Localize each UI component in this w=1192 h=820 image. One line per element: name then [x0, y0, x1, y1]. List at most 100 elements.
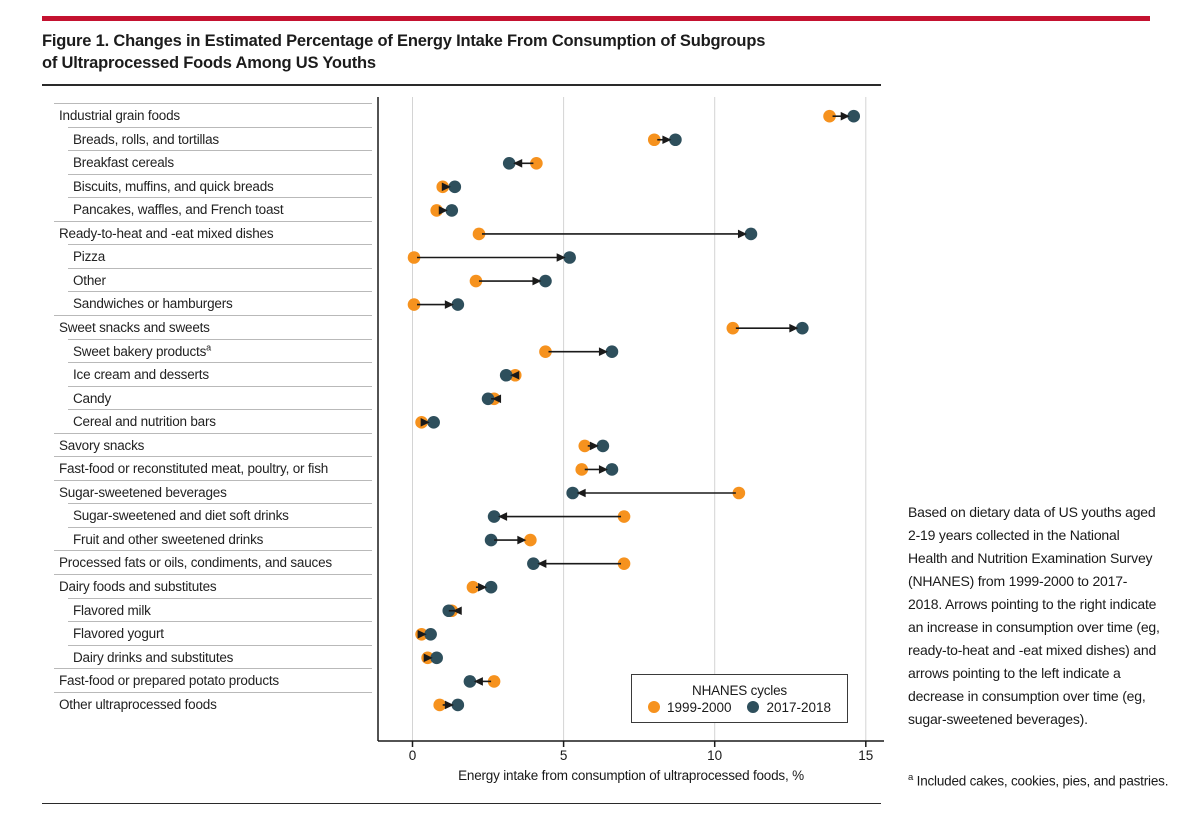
dot-1999: [647, 133, 661, 147]
category-label-row: Breads, rolls, and tortillas: [68, 126, 372, 151]
x-tick-label: 5: [559, 748, 568, 763]
category-label-row: Flavored milk: [68, 597, 372, 622]
dot-2017: [463, 675, 477, 688]
dot-1999: [539, 345, 552, 359]
category-label-row: Breakfast cereals: [68, 150, 372, 174]
legend-dot-2017-icon: [747, 701, 760, 713]
x-tick-label: 0: [408, 748, 417, 763]
dot-1999: [617, 557, 631, 570]
figure-title-line1: Figure 1. Changes in Estimated Percentag…: [42, 32, 766, 50]
change-arrow-head: [444, 300, 454, 309]
dot-2017: [451, 298, 465, 311]
dot-2017: [487, 510, 501, 523]
change-arrow-head: [737, 229, 747, 239]
change-arrow-head: [598, 347, 608, 356]
figure-footnote: a Included cakes, cookies, pies, and pas…: [908, 766, 1170, 793]
legend-label-2017: 2017-2018: [766, 699, 832, 715]
dot-1999: [617, 510, 631, 523]
dot-1999: [524, 533, 537, 547]
change-arrow-head: [537, 559, 547, 568]
change-arrow-head: [576, 488, 586, 498]
dot-2017: [484, 533, 498, 547]
change-arrow-head: [789, 323, 799, 333]
dot-2017: [847, 109, 861, 123]
dot-1999: [472, 227, 486, 241]
category-label-row: Cereal and nutrition bars: [68, 409, 372, 433]
x-tick-label: 10: [707, 748, 723, 763]
category-label-row: Fast-food or reconstituted meat, poultry…: [54, 456, 372, 480]
legend-item-2017: 2017-2018: [747, 700, 831, 715]
dot-2017: [430, 651, 443, 665]
dot-1999: [407, 298, 421, 311]
category-label-row: Fruit and other sweetened drinks: [68, 526, 372, 551]
category-label-row: Sandwiches or hamburgers: [68, 291, 372, 315]
change-arrow-head: [510, 370, 520, 380]
change-arrow-head: [662, 135, 672, 145]
dot-2017: [481, 392, 495, 406]
dot-1999: [466, 580, 480, 594]
dot-2017: [451, 698, 465, 712]
dot-1999: [407, 251, 421, 264]
header-accent-bar: [42, 16, 1150, 21]
category-label-row: Sugar-sweetened beverages: [54, 479, 372, 504]
dot-2017: [427, 416, 440, 429]
dot-1999: [530, 157, 543, 170]
dot-1999: [578, 439, 592, 453]
legend-dot-1999-icon: [647, 701, 660, 713]
dot-1999: [732, 486, 746, 500]
category-label-row: Flavored yogurt: [68, 621, 372, 645]
change-arrow-head: [438, 206, 448, 215]
dot-1999: [469, 274, 483, 288]
dot-2017: [484, 580, 498, 594]
change-arrow-head: [513, 159, 523, 168]
dot-1999: [487, 675, 501, 688]
change-arrow-head: [452, 606, 462, 616]
change-arrow-head: [417, 630, 427, 639]
change-arrow-head: [589, 441, 599, 451]
change-arrow-head: [532, 276, 542, 286]
dot-1999: [726, 321, 740, 335]
change-arrow-head: [441, 182, 451, 192]
footnote-marker: a: [908, 772, 914, 783]
figure-title-line2: of Ultraprocessed Foods Among US Youths: [42, 54, 376, 72]
change-arrow-head: [556, 253, 566, 262]
change-arrow-head: [492, 394, 502, 404]
dot-2017: [669, 133, 682, 147]
category-label-row: Sweet snacks and sweets: [54, 314, 372, 339]
dot-2017: [563, 251, 576, 264]
category-label-row: Processed fats or oils, condiments, and …: [54, 550, 372, 574]
category-label-row: Sweet bakery productsa: [68, 338, 372, 363]
category-label-row: Ready-to-heat and -eat mixed dishes: [54, 220, 372, 245]
dot-2017: [424, 628, 437, 641]
legend-label-1999: 1999-2000: [666, 699, 732, 715]
title-divider-rule: [42, 84, 881, 86]
legend-title: NHANES cycles: [692, 682, 787, 698]
dot-2017: [499, 368, 513, 382]
change-arrow-head: [598, 465, 608, 474]
category-label-row: Candy: [68, 385, 372, 410]
change-arrow-head: [517, 535, 527, 545]
dot-2017: [527, 557, 540, 570]
dot-1999: [575, 463, 589, 476]
dot-2017: [445, 204, 459, 217]
dot-2017: [566, 486, 579, 500]
dot-2017: [744, 227, 758, 241]
dot-1999: [433, 698, 446, 712]
category-label-row: Biscuits, muffins, and quick breads: [68, 173, 372, 198]
bottom-divider-rule: [42, 803, 881, 804]
category-label-row: Industrial grain foods: [54, 103, 372, 127]
dot-2017: [539, 274, 552, 288]
category-label-row: Pizza: [68, 244, 372, 268]
change-arrow-head: [420, 418, 430, 427]
change-arrow-head: [478, 582, 488, 592]
change-arrow-head: [498, 512, 508, 521]
footnote-text: Included cakes, cookies, pies, and pastr…: [913, 773, 1169, 789]
x-axis-title: Energy intake from consumption of ultrap…: [458, 768, 804, 783]
category-label-row: Dairy drinks and substitutes: [68, 644, 372, 669]
change-arrow-head: [423, 653, 433, 663]
figure-caption: Based on dietary data of US youths aged …: [908, 504, 1160, 727]
change-arrow-head: [473, 677, 483, 686]
category-label-row: Ice cream and desserts: [68, 362, 372, 386]
category-label-row: Pancakes, waffles, and French toast: [68, 197, 372, 221]
